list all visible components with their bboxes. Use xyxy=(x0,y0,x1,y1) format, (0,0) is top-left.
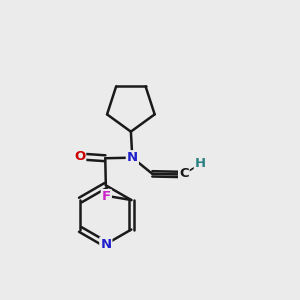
Text: H: H xyxy=(195,157,206,170)
Text: C: C xyxy=(179,167,189,180)
Text: F: F xyxy=(102,190,111,203)
Text: N: N xyxy=(127,151,138,164)
Text: O: O xyxy=(74,150,85,163)
Text: N: N xyxy=(100,238,111,251)
